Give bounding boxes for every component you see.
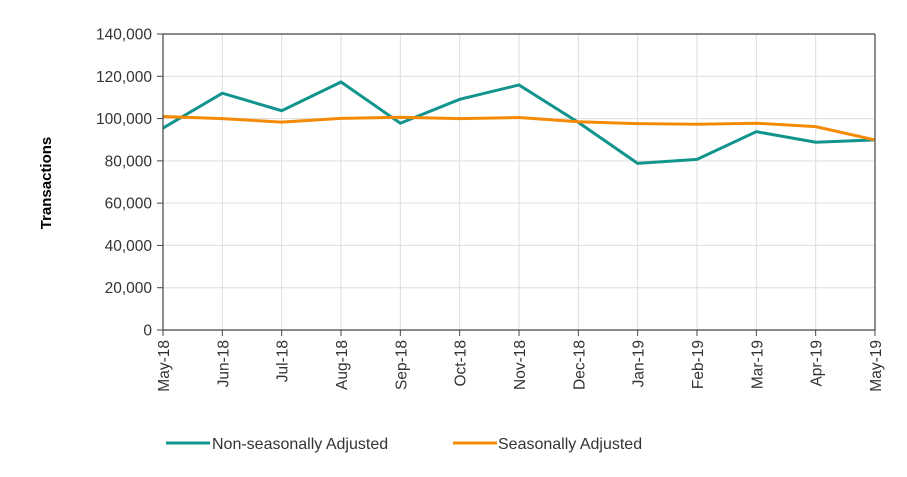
legend-label: Non-seasonally Adjusted <box>212 436 388 453</box>
x-tick-label: May-18 <box>156 340 173 392</box>
x-tick-label: Jun-18 <box>215 340 232 387</box>
x-tick-label: Dec-18 <box>571 340 588 390</box>
x-tick-label: Jan-19 <box>631 340 648 387</box>
x-tick-label: May-19 <box>868 340 885 392</box>
legend-label: Seasonally Adjusted <box>498 436 642 453</box>
axes <box>162 33 876 331</box>
x-tick-label: Mar-19 <box>749 340 766 389</box>
y-tick-label: 60,000 <box>105 196 153 213</box>
x-tick-label: Jul-18 <box>275 340 292 382</box>
y-tick-label: 20,000 <box>105 280 153 297</box>
legend: Non-seasonally Adjusted Seasonally Adjust… <box>166 436 642 453</box>
x-axis-ticks: May-18 Jun-18 Jul-18 Aug-18 Sep-18 Oct-18 Nov-… <box>156 330 885 392</box>
x-tick-label: Feb-19 <box>690 340 707 389</box>
y-axis-ticks: 0 20,000 40,000 60,000 80,000 100,000 120,000 1… <box>96 27 163 340</box>
y-tick-label: 0 <box>143 323 152 340</box>
y-axis-title: Transactions <box>38 137 55 230</box>
x-tick-label: Apr-19 <box>809 340 826 387</box>
y-tick-label: 140,000 <box>96 27 152 44</box>
x-tick-label: Sep-18 <box>393 340 410 390</box>
gridlines <box>163 33 875 330</box>
y-tick-label: 40,000 <box>105 238 153 255</box>
x-tick-label: Nov-18 <box>512 340 529 390</box>
y-tick-label: 120,000 <box>96 69 152 86</box>
x-tick-label: Aug-18 <box>334 340 351 390</box>
y-tick-label: 80,000 <box>105 153 153 170</box>
x-tick-label: Oct-18 <box>453 340 470 387</box>
y-tick-label: 100,000 <box>96 111 152 128</box>
